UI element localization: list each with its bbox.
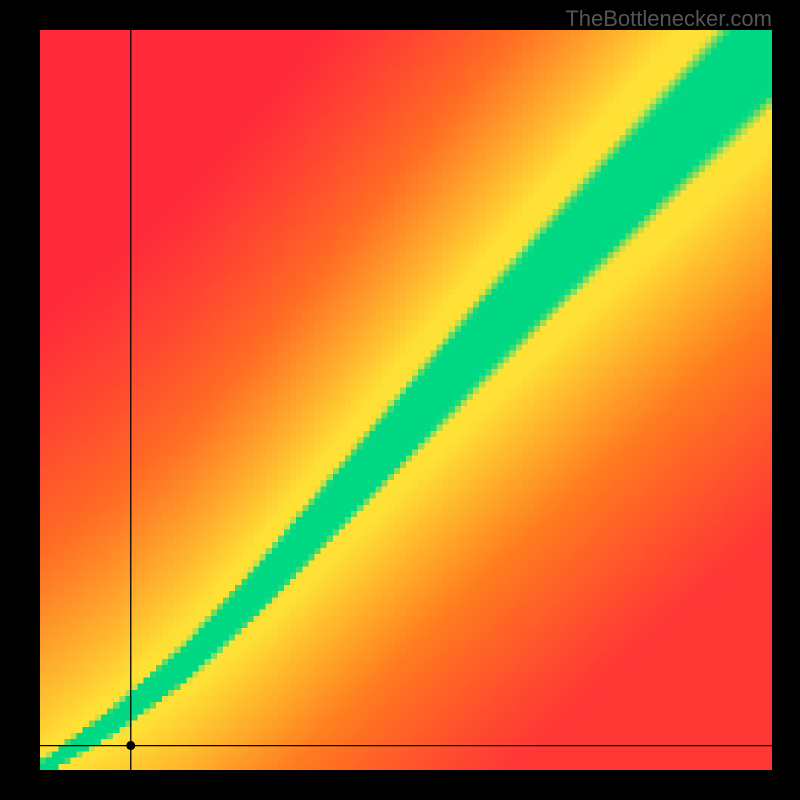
watermark-text: TheBottlenecker.com	[565, 6, 772, 32]
crosshair-overlay	[40, 30, 772, 770]
root-container: TheBottlenecker.com	[0, 0, 800, 800]
